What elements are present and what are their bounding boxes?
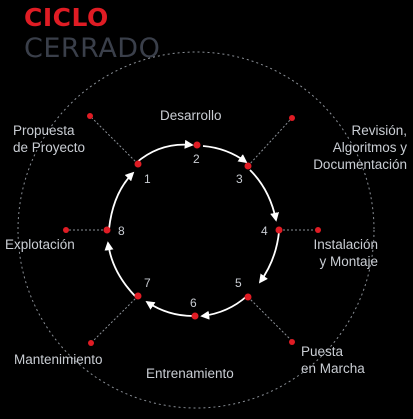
step-label-2: Desarrollo: [160, 107, 222, 124]
step-number-7: 7: [144, 276, 151, 290]
step-label-2-line-1: Desarrollo: [160, 108, 222, 123]
connectors: [68, 117, 316, 343]
step-label-4-line-2: y Montaje: [319, 254, 378, 269]
step-label-8: Explotación: [5, 236, 75, 253]
step-label-7-line-1: Mantenimiento: [14, 352, 103, 367]
node-6: [191, 312, 199, 320]
outer-dot-3: [289, 115, 295, 121]
nodes: [63, 113, 321, 346]
node-4: [275, 226, 283, 234]
step-number-1: 1: [144, 172, 151, 186]
step-number-4: 4: [261, 224, 268, 238]
arc-2-3: [202, 145, 248, 164]
node-2: [193, 141, 201, 149]
title-line-1: CICLO: [24, 3, 109, 32]
connector-3: [247, 119, 291, 167]
step-label-3-line-2: Algoritmos y: [332, 140, 407, 155]
step-number-6: 6: [190, 296, 197, 310]
step-label-7: Mantenimiento: [14, 351, 103, 368]
connector-5: [247, 296, 292, 341]
step-label-4-line-1: Instalación: [313, 237, 378, 252]
step-label-8-line-1: Explotación: [5, 237, 75, 252]
arc-4-5: [258, 231, 280, 284]
node-1: [134, 160, 142, 168]
step-number-5: 5: [235, 276, 242, 290]
arc-6-7: [145, 301, 194, 317]
step-label-1-line-1: Propuesta: [13, 123, 75, 138]
step-label-3-line-3: Documentación: [313, 157, 407, 172]
outer-dot-5: [289, 339, 295, 345]
outer-dashed-ring: [17, 51, 375, 409]
title-line-2: CERRADO: [24, 33, 161, 64]
step-label-4: Instalación y Montaje: [313, 236, 378, 270]
step-label-3: Revisión, Algoritmos y Documentación: [313, 122, 407, 173]
node-5: [244, 293, 252, 301]
arc-8-1: [108, 171, 135, 230]
arc-7-8: [104, 241, 136, 297]
node-8: [103, 226, 111, 234]
outer-dot-8: [63, 227, 69, 233]
step-number-3: 3: [236, 172, 243, 186]
node-7: [134, 292, 142, 300]
arc-1-2: [135, 139, 194, 164]
arc-5-6: [200, 295, 248, 320]
step-number-2: 2: [193, 152, 200, 166]
arc-3-4: [249, 169, 279, 222]
step-number-8: 8: [118, 224, 125, 238]
inner-ring: [104, 139, 280, 320]
connector-7: [91, 295, 139, 343]
outer-dot-4: [315, 227, 321, 233]
outer-dot-7: [88, 340, 94, 346]
step-label-5: Puesta en Marcha: [301, 343, 365, 377]
outer-dot-1: [87, 113, 93, 119]
step-label-5-line-1: Puesta: [301, 344, 344, 359]
step-label-1: Propuesta de Proyecto: [13, 122, 85, 156]
step-label-5-line-2: en Marcha: [301, 361, 365, 376]
connector-1: [91, 117, 139, 165]
step-label-6-line-1: Entrenamiento: [146, 366, 234, 381]
node-3: [244, 162, 252, 170]
step-label-1-line-2: de Proyecto: [13, 140, 86, 155]
step-label-6: Entrenamiento: [146, 365, 234, 382]
step-label-3-line-1: Revisión,: [351, 123, 407, 138]
